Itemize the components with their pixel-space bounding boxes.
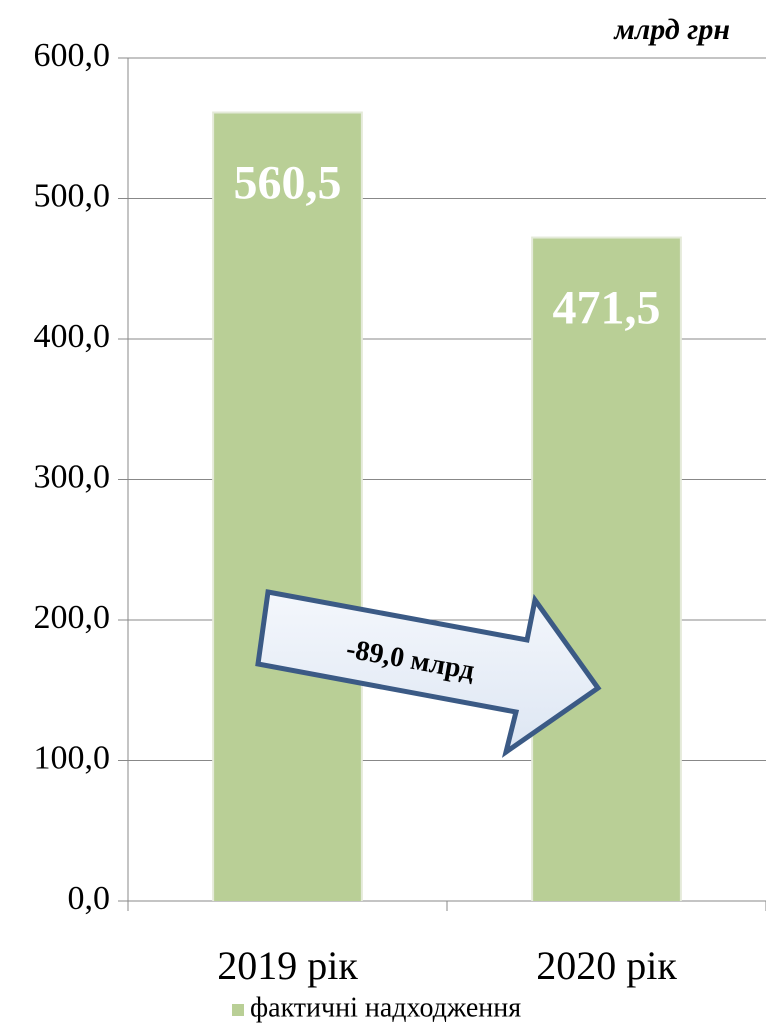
y-tick-label: 400,0: [34, 318, 111, 355]
y-tick-label: 600,0: [34, 37, 111, 74]
y-tick-label: 500,0: [34, 177, 111, 214]
legend-swatch: [232, 1004, 244, 1016]
y-tick-label: 200,0: [34, 599, 111, 636]
y-tick-label: 0,0: [68, 880, 111, 917]
value-label: 560,5: [234, 157, 342, 210]
legend-label: фактичні надходження: [250, 992, 521, 1023]
arrow: [255, 589, 602, 758]
bar: [533, 238, 680, 902]
unit-label: млрд грн: [612, 13, 730, 46]
y-tick-label: 300,0: [34, 458, 111, 495]
x-tick-label: 2019 рік: [217, 943, 358, 988]
y-tick-label: 100,0: [34, 739, 111, 776]
x-tick-label: 2020 рік: [536, 943, 677, 988]
value-label: 471,5: [553, 282, 661, 335]
bar: [214, 113, 361, 901]
